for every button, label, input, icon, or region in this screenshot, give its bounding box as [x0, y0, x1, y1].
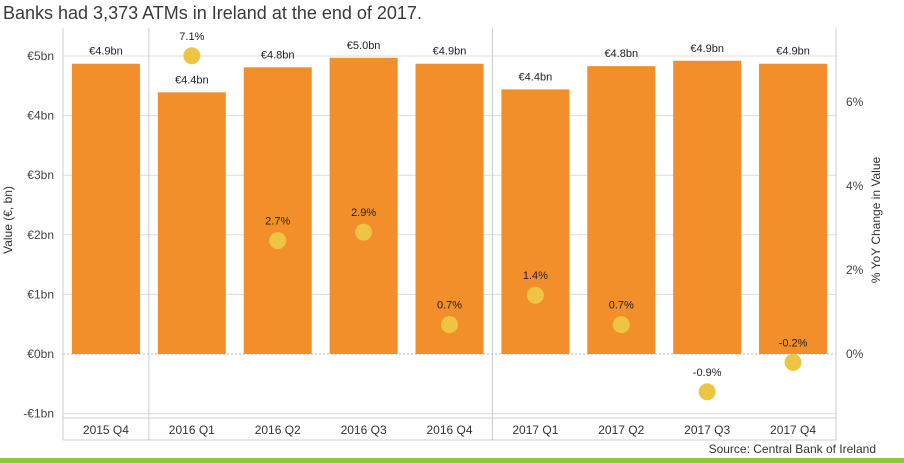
chart-title: Banks had 3,373 ATMs in Ireland at the e… [3, 3, 422, 23]
y-tick-label: €4bn [27, 109, 54, 123]
source-note: Source: Central Bank of Ireland [709, 442, 876, 456]
bar [673, 60, 742, 354]
bar [243, 67, 312, 354]
bars [71, 57, 828, 355]
y-tick-label: €5bn [27, 49, 54, 63]
x-tick-label: 2017 Q4 [770, 423, 816, 437]
bar-value-label: €4.8bn [261, 49, 295, 61]
yoy-value-label: 2.7% [265, 216, 290, 228]
yoy-dot [269, 232, 287, 250]
x-tick-label: 2016 Q4 [426, 423, 472, 437]
bar-value-label: €4.4bn [175, 74, 209, 86]
x-tick-label: 2017 Q3 [684, 423, 730, 437]
bar-value-label: €4.9bn [776, 46, 810, 58]
y2-tick-label: 6% [846, 95, 864, 109]
yoy-value-label: -0.9% [693, 367, 722, 379]
bar [71, 63, 140, 355]
y2-tick-label: 0% [846, 347, 864, 361]
yoy-dot [526, 286, 544, 304]
bar-value-label: €4.9bn [433, 46, 467, 58]
y-tick-label: €2bn [27, 228, 54, 242]
yoy-value-label: 7.1% [179, 31, 204, 43]
bar [415, 63, 484, 355]
x-tick-label: 2017 Q2 [598, 423, 644, 437]
x-tick-label: 2016 Q2 [255, 423, 301, 437]
yoy-dot [183, 47, 201, 65]
bar-value-label: €4.9bn [690, 43, 724, 55]
yoy-value-label: 1.4% [523, 270, 548, 282]
y-axis-label: Value (€, bn) [1, 186, 15, 254]
bar [501, 89, 570, 354]
y-tick-label: €0bn [27, 347, 54, 361]
bar-value-label: €4.9bn [89, 46, 123, 58]
yoy-dot [441, 316, 458, 334]
y2-tick-label: 2% [846, 263, 864, 277]
bar-value-label: €4.8bn [604, 48, 638, 60]
yoy-dot [612, 316, 630, 334]
y2-axis-label: % YoY Change in Value [869, 157, 883, 284]
axes: -€1bn €0bn €1bn €2bn €3bn €4bn €5bn 0% 2% 4% 6% 201… [23, 28, 864, 441]
data-labels: €4.9bn €4.4bn 7.1% €4.8bn 2.7% €5.0bn 2.9% €4.9… [89, 31, 810, 379]
bar [759, 63, 828, 355]
x-tick-label: 2016 Q3 [341, 423, 387, 437]
bar [587, 66, 656, 354]
yoy-dots [183, 47, 802, 401]
yoy-value-label: 0.7% [437, 300, 462, 312]
y-tick-label: €1bn [27, 287, 54, 301]
x-tick-label: 2017 Q1 [512, 423, 558, 437]
y-tick-label: -€1bn [23, 407, 54, 421]
x-tick-label: 2016 Q1 [169, 423, 215, 437]
footer-accent-bar [0, 458, 904, 463]
yoy-dot [698, 383, 716, 401]
yoy-value-label: 2.9% [351, 207, 376, 219]
x-tick-label: 2015 Q4 [83, 423, 129, 437]
yoy-dot [355, 223, 373, 241]
yoy-dot [784, 353, 802, 371]
bar [329, 57, 398, 355]
bar-value-label: €5.0bn [347, 40, 381, 52]
y2-tick-label: 4% [846, 179, 864, 193]
y-tick-label: €3bn [27, 168, 54, 182]
yoy-value-label: -0.2% [779, 337, 808, 349]
bar-value-label: €4.4bn [519, 71, 553, 83]
bar [157, 92, 226, 354]
yoy-value-label: 0.7% [609, 300, 634, 312]
